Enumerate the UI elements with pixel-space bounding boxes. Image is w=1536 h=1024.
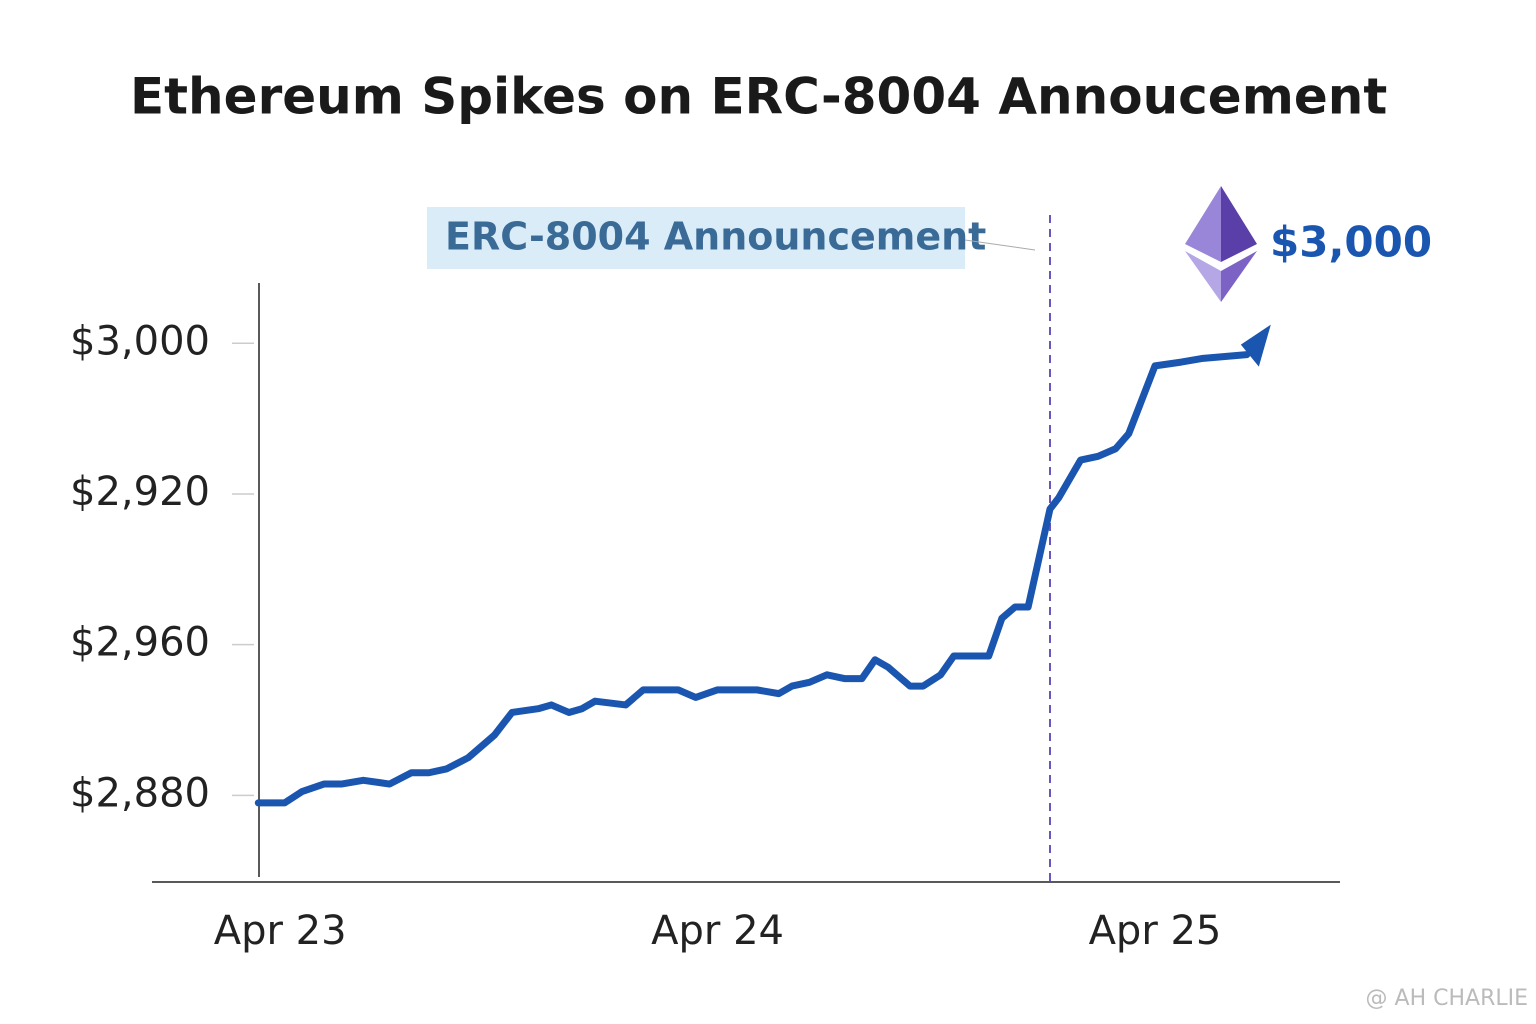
y-tick-label: $2,920 <box>70 469 210 515</box>
eth-icon <box>1185 186 1257 302</box>
x-tick-label: Apr 23 <box>214 908 347 954</box>
x-tick-label: Apr 25 <box>1089 908 1222 954</box>
arrow-head <box>1240 324 1271 367</box>
annotation-box <box>427 207 965 269</box>
price-annotation: $3,000 <box>1270 218 1432 267</box>
annotation-leader <box>964 239 1036 251</box>
watermark: @ AH CHARLIE <box>1366 986 1528 1011</box>
y-tick-label: $3,000 <box>70 318 210 364</box>
y-tick-label: $2,960 <box>70 620 210 666</box>
annotation-label: ERC-8004 Announcement <box>445 215 986 259</box>
x-tick-label: Apr 24 <box>651 908 784 954</box>
chart-title: Ethereum Spikes on ERC-8004 Annoucement <box>130 68 1387 126</box>
y-tick-label: $2,880 <box>70 770 210 816</box>
price-line <box>254 351 1251 807</box>
